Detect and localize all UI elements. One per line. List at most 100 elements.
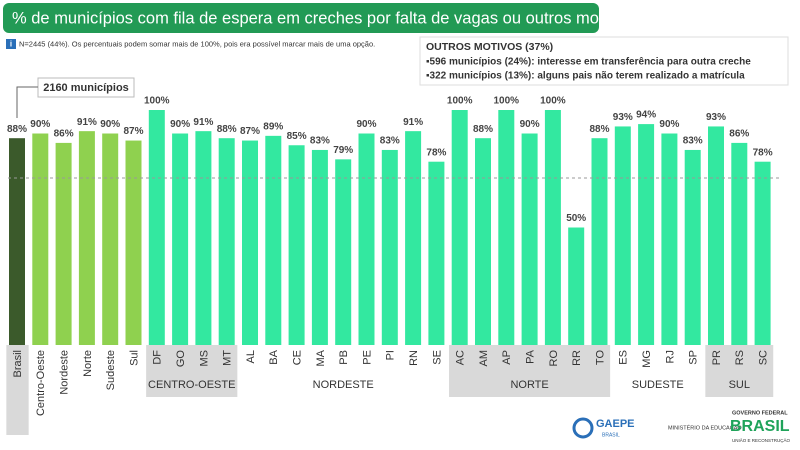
value-label: 83% — [310, 136, 330, 147]
bar — [451, 110, 468, 345]
value-label: 89% — [263, 121, 283, 132]
note-icon: i — [10, 40, 12, 49]
x-tick-label: AC — [455, 350, 467, 365]
x-tick-label: TO — [594, 350, 606, 366]
bar — [498, 110, 515, 345]
bar — [242, 140, 258, 345]
value-label: 91% — [403, 117, 423, 128]
value-label: 87% — [123, 126, 143, 137]
x-tick-label: MT — [222, 350, 234, 366]
bar — [288, 145, 305, 345]
bar — [428, 161, 445, 345]
bar — [9, 138, 25, 345]
note: N=2445 (44%). Os percentuais podem somar… — [19, 39, 375, 48]
callout: 2160 municípios — [43, 82, 129, 94]
value-label: 90% — [170, 119, 190, 130]
value-label: 88% — [7, 124, 27, 135]
x-tick-label: RN — [408, 350, 420, 366]
x-tick-label: MG — [641, 350, 653, 368]
bar — [358, 133, 375, 345]
x-tick-label: Sul — [128, 350, 140, 366]
callout-line — [16, 86, 38, 118]
value-label: 100% — [447, 96, 473, 107]
brasil-column-bg — [6, 345, 29, 435]
x-tick-label: Sudeste — [105, 350, 117, 390]
ministry-logo: MINISTÉRIO DA EDUCAÇÃO — [668, 424, 742, 431]
side-box-item: ▪322 municípios (13%): alguns pais não t… — [426, 71, 745, 82]
gaepe-icon — [572, 417, 594, 439]
x-tick-label: Norte — [82, 350, 94, 377]
bar — [55, 142, 72, 345]
x-tick-label: RR — [571, 350, 583, 366]
bar — [32, 133, 49, 345]
value-label: 90% — [659, 119, 679, 130]
value-label: 91% — [193, 117, 213, 128]
group-bg — [705, 345, 774, 397]
x-tick-label: SE — [431, 350, 443, 365]
bar — [475, 138, 491, 345]
side-box-title: OUTROS MOTIVOS (37%) — [426, 41, 553, 53]
x-tick-label: AM — [478, 350, 490, 367]
bar — [195, 131, 212, 345]
bar — [265, 135, 282, 345]
bar — [638, 124, 655, 345]
x-tick-label: PB — [338, 350, 350, 365]
group-label: NORTE — [510, 379, 548, 391]
x-tick-label: AP — [501, 350, 513, 365]
x-tick-label: PR — [711, 350, 723, 365]
x-tick-label: PA — [525, 349, 537, 364]
x-tick-label: GO — [175, 350, 187, 368]
bar — [544, 110, 561, 345]
bar — [381, 149, 398, 345]
group-bg — [146, 345, 238, 397]
bar — [614, 126, 631, 345]
group-label: SUL — [729, 379, 750, 391]
x-tick-label: PI — [385, 350, 397, 360]
bar — [311, 149, 328, 345]
gov-logo: GOVERNO FEDERAL — [732, 410, 788, 416]
value-label: 94% — [636, 110, 656, 121]
x-tick-label: PE — [361, 350, 373, 365]
bar — [661, 133, 678, 345]
x-tick-label: RJ — [664, 350, 676, 363]
footer-logos: GAEPE BRASIL MINISTÉRIO DA EDUCAÇÃO GOVE… — [572, 410, 791, 443]
value-label: 90% — [30, 119, 50, 130]
side-box — [419, 36, 789, 86]
gov-sub: UNIÃO E RECONSTRUÇÃO — [732, 437, 791, 443]
group-label: NORDESTE — [313, 379, 374, 391]
value-label: 90% — [356, 119, 376, 130]
group-bg — [449, 345, 611, 397]
value-label: 83% — [380, 136, 400, 147]
value-label: 87% — [240, 126, 260, 137]
bar — [754, 161, 771, 345]
bar — [218, 138, 235, 345]
x-tick-label: DF — [152, 350, 164, 365]
bar — [591, 138, 608, 345]
bar — [708, 126, 724, 345]
x-tick-label: Brasil — [12, 350, 24, 378]
value-label: 91% — [77, 117, 97, 128]
value-label: 86% — [54, 129, 74, 140]
bar — [172, 133, 189, 345]
gaepe-logo: GAEPE — [596, 418, 635, 430]
x-tick-label: ES — [618, 350, 630, 365]
bar — [125, 140, 142, 345]
bar — [568, 227, 585, 345]
x-tick-label: RS — [734, 350, 746, 365]
x-tick-label: RO — [548, 350, 560, 367]
x-tick-label: SC — [758, 350, 770, 365]
bar — [405, 131, 422, 345]
value-label: 79% — [333, 145, 353, 156]
x-tick-label: MS — [198, 350, 210, 367]
bar — [731, 142, 748, 345]
x-tick-label: Centro-Oeste — [35, 350, 47, 416]
note-icon-box — [6, 39, 16, 49]
bar — [335, 159, 352, 345]
value-label: 83% — [683, 136, 703, 147]
value-label: 88% — [473, 124, 493, 135]
title: % de municípios com fila de espera em cr… — [12, 9, 633, 27]
side-box-item: ▪596 municípios (24%): interesse em tran… — [426, 57, 751, 68]
x-tick-label: MA — [315, 349, 327, 366]
value-label: 88% — [589, 124, 609, 135]
x-tick-label: CE — [292, 350, 304, 365]
